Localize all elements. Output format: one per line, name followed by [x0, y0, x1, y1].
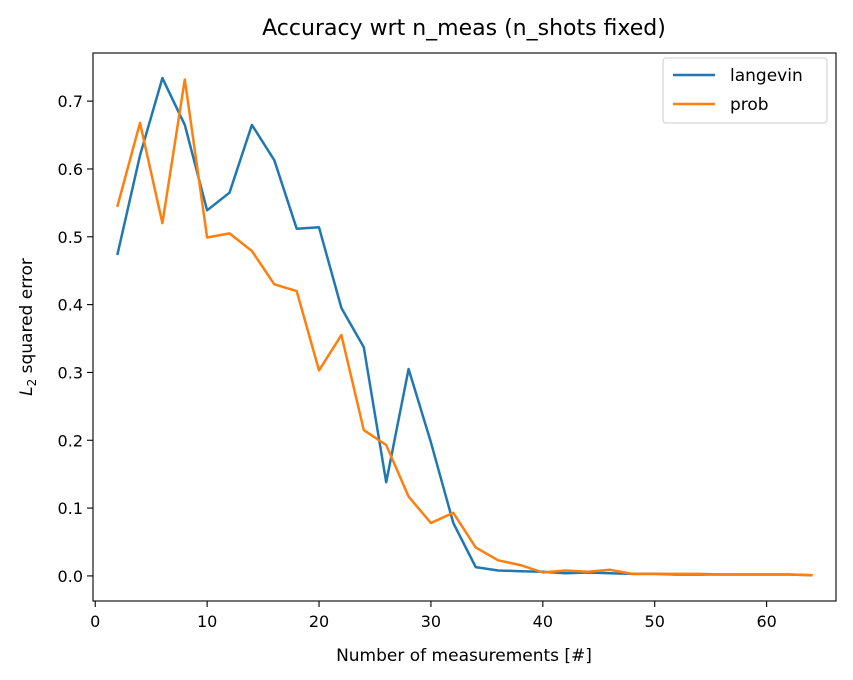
- y-tick-label: 0.0: [58, 567, 83, 586]
- x-tick-label: 60: [756, 612, 776, 631]
- x-tick-label: 30: [421, 612, 441, 631]
- y-axis-label-text: squared error: [17, 258, 37, 379]
- y-tick-label: 0.4: [58, 296, 83, 315]
- y-axis-label: L2 squared error: [17, 258, 39, 396]
- y-tick-label: 0.3: [58, 363, 83, 382]
- y-tick-label: 0.7: [58, 92, 83, 111]
- y-axis-label-symbol: L: [17, 386, 37, 395]
- y-tick-label: 0.5: [58, 228, 83, 247]
- chart-title: Accuracy wrt n_meas (n_shots fixed): [262, 16, 666, 41]
- x-tick-label: 50: [645, 612, 665, 631]
- axes-frame: [92, 52, 837, 602]
- x-tick-label: 40: [533, 612, 553, 631]
- plot-area: [92, 52, 837, 602]
- legend-label-langevin: langevin: [730, 66, 803, 86]
- legend: langevin prob: [662, 57, 828, 124]
- series-layer: [116, 76, 813, 577]
- x-axis-ticks: 0 10 20 30 40 50 60: [90, 601, 777, 631]
- series-line-prob: [116, 78, 813, 577]
- x-tick-label: 20: [309, 612, 329, 631]
- x-tick-label: 0: [90, 612, 100, 631]
- legend-label-prob: prob: [730, 95, 769, 115]
- y-tick-label: 0.2: [58, 431, 83, 450]
- x-axis-label: Number of measurements [#]: [336, 646, 592, 666]
- y-axis-ticks: 0.0 0.1 0.2 0.3 0.4 0.5 0.6 0.7: [58, 92, 93, 586]
- y-tick-label: 0.6: [58, 160, 83, 179]
- y-axis-label-subscript: 2: [25, 379, 39, 387]
- x-tick-label: 10: [197, 612, 217, 631]
- y-tick-label: 0.1: [58, 499, 83, 518]
